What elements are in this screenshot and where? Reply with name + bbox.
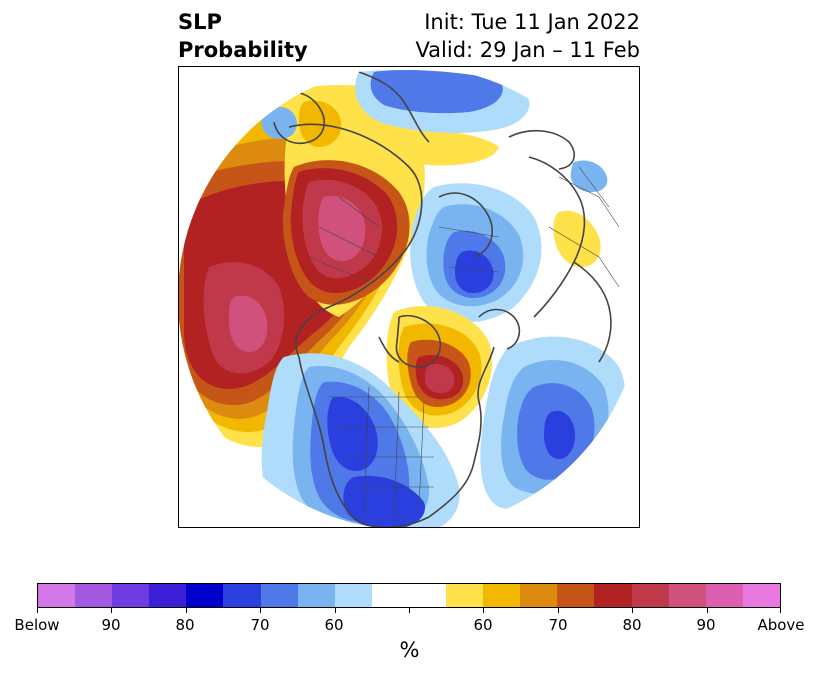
- tick-label: 60: [324, 616, 344, 634]
- colorbar-tick: [557, 608, 559, 613]
- colorbar-swatch: [594, 584, 632, 607]
- valid-dates: Valid: 29 Jan – 11 Feb: [415, 38, 640, 62]
- title-line-2: Probability: [178, 38, 308, 62]
- colorbar-swatch: [520, 584, 558, 607]
- colorbar-swatch: [112, 584, 150, 607]
- probability-map: [178, 66, 640, 528]
- polar-map-svg: [179, 67, 639, 527]
- colorbar-swatch: [408, 584, 447, 607]
- colorbar-swatch: [742, 584, 780, 607]
- colorbar-tick: [334, 608, 336, 613]
- colorbar: [37, 583, 781, 608]
- tick-label: 90: [696, 616, 716, 634]
- tick-label: 90: [101, 616, 121, 634]
- tick-label: 60: [473, 616, 493, 634]
- colorbar-swatch: [297, 584, 335, 607]
- colorbar-tick: [483, 608, 485, 613]
- colorbar-swatch: [668, 584, 706, 607]
- colorbar-tick: [780, 608, 781, 613]
- colorbar-swatch: [260, 584, 298, 607]
- colorbar-swatch: [631, 584, 669, 607]
- colorbar-tick: [37, 608, 38, 613]
- colorbar-ticks: [37, 608, 781, 614]
- title-line-1: SLP: [178, 10, 222, 34]
- coastlines: [273, 71, 612, 527]
- tick-label: Above: [757, 616, 805, 634]
- colorbar-swatch: [223, 584, 261, 607]
- colorbar-swatch: [557, 584, 595, 607]
- map-title: SLP Probability: [178, 8, 308, 64]
- colorbar-swatch: [705, 584, 743, 607]
- colorbar-swatch: [371, 584, 409, 607]
- colorbar-swatch: [75, 584, 113, 607]
- colorbar-swatch: [186, 584, 224, 607]
- colorbar-swatch: [334, 584, 372, 607]
- init-date: Init: Tue 11 Jan 2022: [424, 10, 640, 34]
- tick-label: Below: [14, 616, 60, 634]
- colorbar-tick: [632, 608, 634, 613]
- colorbar-swatch: [149, 584, 187, 607]
- map-dates: Init: Tue 11 Jan 2022 Valid: 29 Jan – 11…: [415, 8, 640, 64]
- tick-label: 80: [175, 616, 195, 634]
- tick-label: 80: [622, 616, 642, 634]
- colorbar-tick: [185, 608, 187, 613]
- colorbar-swatch: [446, 584, 484, 607]
- colorbar-unit-label: %: [399, 638, 420, 662]
- colorbar-swatch: [38, 584, 76, 607]
- borders: [308, 166, 620, 523]
- colorbar-swatch: [483, 584, 521, 607]
- colorbar-tick: [260, 608, 262, 613]
- colorbar-tick: [409, 608, 410, 613]
- tick-label: 70: [250, 616, 270, 634]
- colorbar-tick: [111, 608, 113, 613]
- colorbar-tick: [706, 608, 708, 613]
- tick-label: 70: [548, 616, 568, 634]
